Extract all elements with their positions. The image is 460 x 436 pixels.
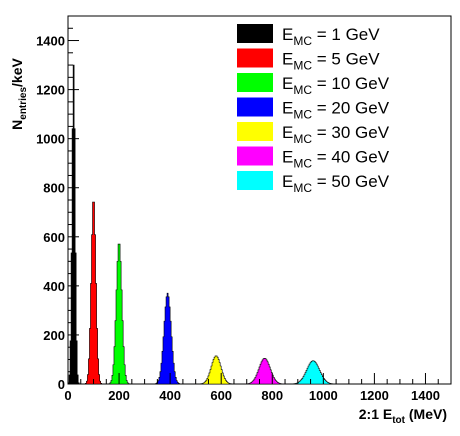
y-tick-label: 1400 [36, 34, 65, 49]
series-2-histogram [84, 201, 104, 385]
x-tick-label: 600 [210, 388, 232, 403]
series-layer [67, 64, 340, 385]
legend-label: EMC = 1 GeV [282, 25, 380, 48]
x-tick-label: 1000 [309, 388, 338, 403]
legend-label: EMC = 5 GeV [282, 50, 380, 73]
y-tick-label: 800 [43, 181, 65, 196]
y-tick-label: 200 [43, 328, 65, 343]
series-7-histogram [287, 360, 340, 385]
x-tick-label: 1200 [360, 388, 389, 403]
legend-label: EMC = 30 GeV [282, 123, 390, 146]
axis-layer: 0 200 400 600 800 1000 1200 1400 0 200 400 600 800 10… [36, 15, 452, 403]
series-3-histogram [107, 243, 132, 385]
x-tick-label: 200 [108, 388, 130, 403]
y-tick-label: 1000 [36, 132, 65, 147]
legend-swatch [237, 73, 273, 92]
legend-label: EMC = 20 GeV [282, 99, 390, 122]
x-tick-label: 800 [261, 388, 283, 403]
legend-swatch [237, 146, 273, 166]
legend-swatch [237, 48, 273, 68]
legend-label: EMC = 50 GeV [282, 172, 390, 195]
y-tick-label: 600 [43, 230, 65, 245]
legend-label: EMC = 40 GeV [282, 148, 390, 171]
legend-swatch [237, 122, 273, 141]
y-tick-label: 1200 [36, 83, 65, 98]
legend-swatch [237, 97, 273, 117]
legend-swatch [237, 171, 273, 190]
legend-label: EMC = 10 GeV [282, 74, 390, 97]
series-4-histogram [152, 292, 183, 385]
series-5-histogram [196, 355, 237, 385]
x-tick-label: 0 [64, 388, 71, 403]
y-tick-label: 0 [58, 377, 65, 392]
plot-frame [67, 15, 452, 385]
legend-swatch [237, 24, 273, 43]
y-tick-label: 400 [43, 279, 65, 294]
series-6-histogram [241, 357, 288, 385]
x-tick-label: 400 [159, 388, 181, 403]
series-1-histogram [67, 64, 81, 385]
x-tick-label: 1400 [411, 388, 440, 403]
x-axis-label: 2:1 Etot (MeV) [359, 406, 447, 426]
y-axis-label: Nentries/keV [9, 57, 29, 129]
